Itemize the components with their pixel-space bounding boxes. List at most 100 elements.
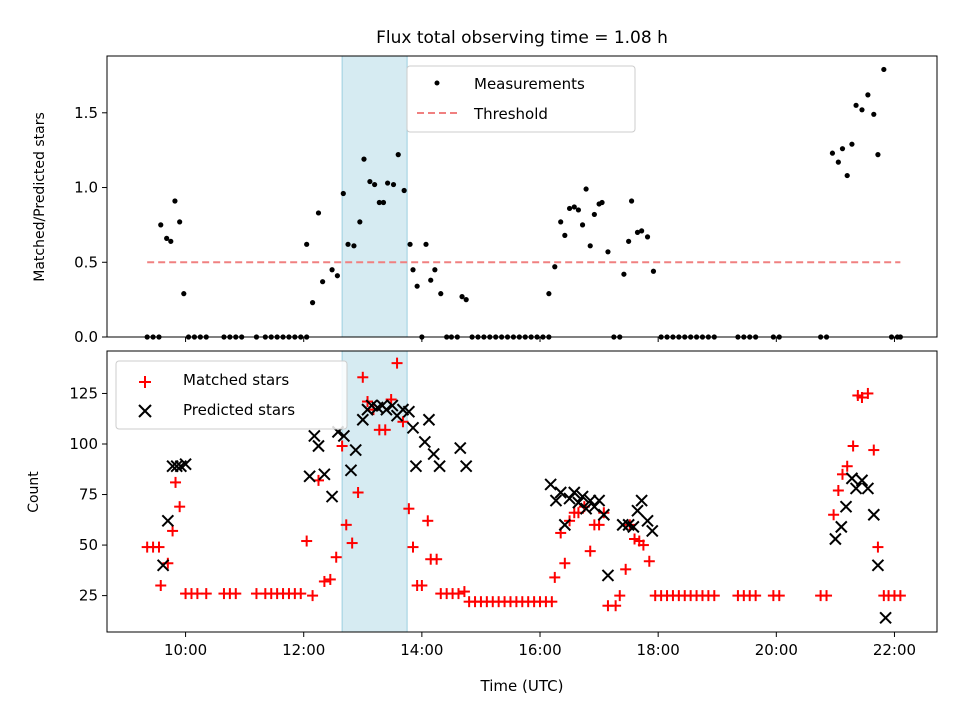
predicted-star-point <box>549 494 563 507</box>
measurement-point <box>340 190 346 197</box>
measurement-point <box>865 92 871 98</box>
bottom-xtick-label: 16:00 <box>518 641 561 659</box>
measurement-point <box>552 264 558 270</box>
measurement-point <box>410 267 416 273</box>
predicted-star-point <box>427 447 440 461</box>
bottom-observing-span <box>341 350 408 633</box>
measurement-point <box>372 181 378 188</box>
measurement-point <box>591 211 597 218</box>
bottom-ytick-label: 75 <box>79 486 98 504</box>
bottom-xtick-label: 10:00 <box>164 641 207 659</box>
matched-star-point <box>155 580 167 592</box>
predicted-star-point <box>584 494 597 507</box>
top-y-ticks: 0.0 0.5 1.0 1.5 <box>74 104 107 346</box>
matched-star-point <box>643 555 655 567</box>
matched-star-point <box>416 580 428 592</box>
predicted-star-point <box>161 514 175 528</box>
predicted-star-point <box>558 518 572 532</box>
legend-marker-matched <box>139 376 151 388</box>
matched-star-point <box>431 553 443 565</box>
matched-star-point <box>894 590 906 602</box>
predicted-star-point <box>308 429 321 443</box>
measurement-point <box>172 198 178 204</box>
predicted-star-point <box>867 508 880 521</box>
measurement-point <box>309 300 316 306</box>
legend-marker-predicted <box>138 404 152 418</box>
predicted-star-point <box>845 472 859 485</box>
measurement-point <box>304 241 310 247</box>
measurement-point <box>320 279 326 285</box>
matched-star-point <box>403 503 415 515</box>
matched-star-point <box>340 519 352 531</box>
bottom-ytick-label: 50 <box>79 536 98 554</box>
predicted-star-point <box>459 460 473 473</box>
predicted-star-point <box>871 559 885 572</box>
predicted-star-point <box>318 468 331 481</box>
measurement-point <box>829 150 836 156</box>
predicted-star-point <box>433 460 446 473</box>
predicted-star-point <box>641 514 654 528</box>
bottom-ytick-label: 125 <box>69 384 98 402</box>
top-ytick-label: 1.0 <box>74 179 98 197</box>
matched-star-point <box>868 444 880 456</box>
measurement-point <box>158 222 164 228</box>
measurement-point <box>357 219 363 225</box>
measurement-point <box>376 199 382 206</box>
measurement-point <box>859 107 865 113</box>
measurement-point <box>626 238 632 244</box>
measurement-point <box>571 204 577 210</box>
bottom-legend-box <box>115 360 348 430</box>
measurement-point <box>164 235 170 241</box>
measurement-point <box>181 291 187 297</box>
matched-star-point <box>593 519 605 531</box>
top-legend: Measurements Threshold <box>406 65 636 133</box>
measurement-point <box>881 66 887 73</box>
measurement-point <box>414 283 420 289</box>
matched-star-point <box>301 535 313 547</box>
bottom-panel: 25 50 75 100 125 10:00 12:00 14:00 16:00 18:00 20… <box>26 350 938 695</box>
matched-star-point <box>629 533 641 545</box>
matched-star-point <box>167 525 179 537</box>
measurement-point <box>599 199 605 206</box>
matched-star-point <box>391 357 403 369</box>
predicted-star-point <box>337 429 351 443</box>
matched-star-point <box>170 476 182 488</box>
predicted-star-point <box>422 413 436 426</box>
matched-star-point <box>549 571 561 583</box>
measurement-point <box>459 294 465 300</box>
matched-star-point <box>318 575 330 587</box>
matched-star-point <box>422 515 434 527</box>
predicted-star-point <box>829 532 842 546</box>
predicted-star-point <box>402 405 416 418</box>
measurement-point <box>562 232 568 238</box>
predicted-star-point <box>572 496 585 509</box>
measurement-point <box>583 186 589 192</box>
matched-star-point <box>598 507 610 519</box>
matched-star-point <box>452 588 464 600</box>
bottom-xtick-label: 18:00 <box>637 641 680 659</box>
matched-star-point <box>357 371 369 383</box>
measurement-point <box>390 181 397 188</box>
matched-star-point <box>872 541 884 553</box>
bottom-xtick-label: 22:00 <box>873 641 916 659</box>
predicted-star-point <box>325 490 339 503</box>
top-axes-frame <box>106 55 938 338</box>
matched-star-point <box>346 537 358 549</box>
bottom-axes-frame <box>106 350 938 633</box>
matched-star-point <box>174 501 186 513</box>
matched-star-point <box>379 424 391 436</box>
predicted-star-point <box>554 486 567 499</box>
top-ytick-label: 0.0 <box>74 328 98 346</box>
measurement-point <box>334 273 340 279</box>
predicted-star-point <box>597 508 611 521</box>
measurement-point <box>428 277 434 283</box>
measurement-point <box>558 219 564 225</box>
matched-star-point <box>330 551 342 563</box>
measurement-point <box>566 205 573 212</box>
top-ytick-label: 1.5 <box>74 104 98 122</box>
matched-star-point <box>832 484 844 496</box>
predicted-star-point <box>418 435 432 449</box>
measurement-point <box>844 172 850 179</box>
top-legend-box <box>406 65 636 133</box>
